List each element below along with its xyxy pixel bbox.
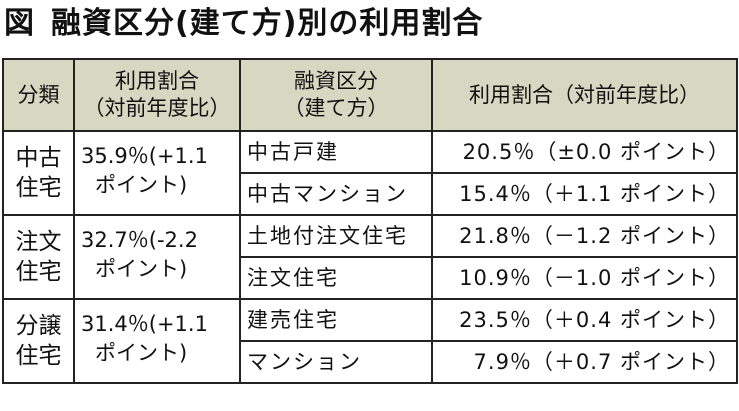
header-row: 分類 利用割合 （対前年度比） 融資区分 （建て方） 利用割合（対前年度比） — [2, 58, 738, 132]
share-cell: 31.4％(+1.1 ポイント) — [73, 298, 241, 384]
share-cell: 32.7％(-2.2 ポイント) — [73, 214, 241, 300]
category-line1: 中古 — [15, 145, 62, 171]
subtype-cell: 注文住宅 — [239, 256, 433, 300]
header-category-label: 分類 — [17, 82, 60, 107]
figure-title: 図融資区分(建て方)別の利用割合 — [4, 4, 483, 44]
rate-cell: 15.4％（＋1.1 ポイント） — [431, 172, 738, 216]
category-line2: 住宅 — [15, 259, 62, 285]
category-line2: 住宅 — [15, 343, 62, 369]
header-share-line1: 利用割合 — [115, 69, 199, 93]
share-cell: 35.9％(+1.1 ポイント) — [73, 130, 241, 216]
table-row: 中古 住宅 35.9％(+1.1 ポイント) 中古戸建 20.5％（±0.0 ポ… — [2, 130, 738, 216]
figure-title-text: 融資区分(建て方)別の利用割合 — [51, 6, 484, 41]
header-share-line2: （対前年度比） — [83, 96, 231, 120]
rate-cell: 20.5％（±0.0 ポイント） — [431, 130, 738, 174]
header-share: 利用割合 （対前年度比） — [73, 58, 241, 132]
share-line1: 35.9％(+1.1 — [81, 144, 208, 168]
rate-cell: 10.9％（－1.0 ポイント） — [431, 256, 738, 300]
header-subtype-line1: 融資区分 — [294, 69, 378, 93]
table-row: 注文 住宅 32.7％(-2.2 ポイント) 土地付注文住宅 21.8％（－1.… — [2, 214, 738, 300]
category-cell: 中古 住宅 — [2, 130, 75, 216]
table-row: 分譲 住宅 31.4％(+1.1 ポイント) 建売住宅 23.5％（＋0.4 ポ… — [2, 298, 738, 384]
share-line2: ポイント) — [95, 341, 188, 365]
figure-label: 図 — [4, 6, 35, 41]
category-cell: 分譲 住宅 — [2, 298, 75, 384]
loan-share-table: 分類 利用割合 （対前年度比） 融資区分 （建て方） 利用割合（対前年度比） — [2, 58, 738, 384]
share-line1: 31.4％(+1.1 — [81, 312, 208, 336]
category-line2: 住宅 — [15, 175, 62, 201]
rate-cell: 21.8％（－1.2 ポイント） — [431, 214, 738, 258]
header-subtype: 融資区分 （建て方） — [239, 58, 433, 132]
share-line2: ポイント) — [95, 257, 188, 281]
subtype-cell: マンション — [239, 340, 433, 384]
header-rate: 利用割合（対前年度比） — [431, 58, 738, 132]
table-row: 中古マンション 15.4％（＋1.1 ポイント） — [3, 172, 738, 216]
subtype-cell: 土地付注文住宅 — [239, 214, 433, 258]
share-line2: ポイント) — [95, 173, 188, 197]
subtype-cell: 中古マンション — [239, 172, 433, 216]
table-row: マンション 7.9％（＋0.7 ポイント） — [3, 340, 738, 384]
rate-cell: 23.5％（＋0.4 ポイント） — [431, 298, 738, 342]
subtype-cell: 建売住宅 — [239, 298, 433, 342]
header-rate-label: 利用割合（対前年度比） — [469, 82, 700, 107]
category-cell: 注文 住宅 — [2, 214, 75, 300]
share-line1: 32.7％(-2.2 — [81, 228, 198, 252]
category-line1: 分譲 — [15, 313, 62, 339]
subtype-cell: 中古戸建 — [239, 130, 433, 174]
category-line1: 注文 — [15, 229, 62, 255]
rate-cell: 7.9％（＋0.7 ポイント） — [431, 340, 738, 384]
header-subtype-line2: （建て方） — [283, 96, 389, 120]
header-category: 分類 — [2, 58, 75, 132]
table-row: 注文住宅 10.9％（－1.0 ポイント） — [3, 256, 738, 300]
